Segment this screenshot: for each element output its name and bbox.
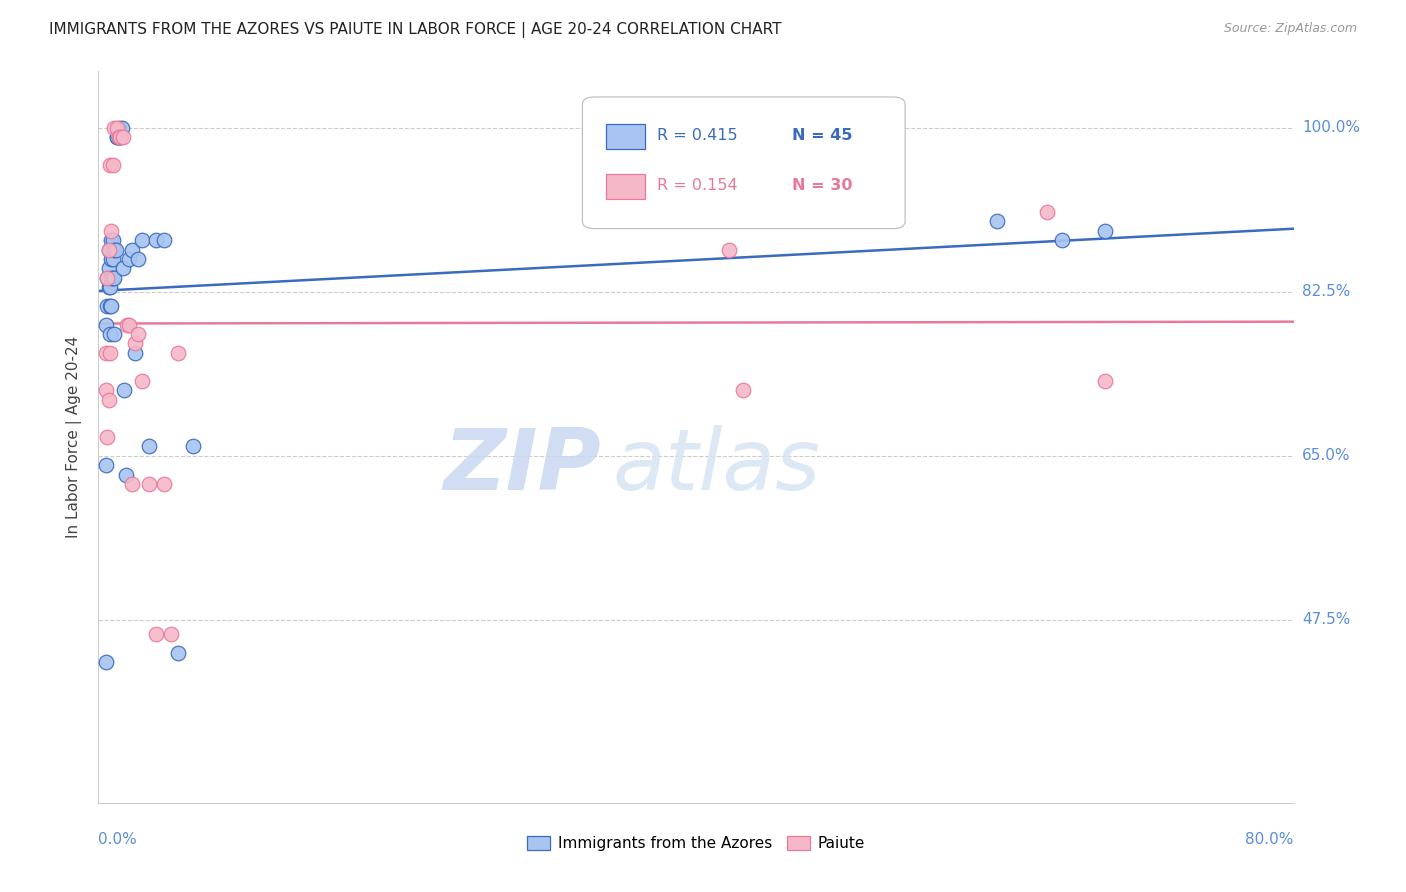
Point [152, 233, 174, 247]
Point [94, 655, 117, 669]
Text: atlas: atlas [613, 425, 820, 508]
Text: Source: ZipAtlas.com: Source: ZipAtlas.com [1223, 22, 1357, 36]
Point [167, 345, 190, 359]
Text: 82.5%: 82.5% [1302, 285, 1350, 299]
Point [108, 130, 131, 145]
Text: N = 30: N = 30 [792, 178, 852, 193]
Point [114, 383, 136, 397]
Point [103, 270, 125, 285]
Point [1094, 374, 1116, 388]
Point [97, 243, 120, 257]
Point [96, 270, 118, 285]
Point [131, 374, 153, 388]
Point [107, 130, 129, 145]
Point [181, 440, 204, 454]
Point [118, 318, 141, 332]
Point [100, 252, 122, 266]
Point [98, 299, 121, 313]
Point [98, 158, 121, 172]
Point [98, 326, 121, 341]
Point [121, 243, 143, 257]
Point [986, 214, 1008, 228]
Point [1094, 224, 1116, 238]
Point [145, 233, 167, 247]
Point [110, 120, 132, 135]
Point [105, 130, 128, 145]
Point [167, 646, 190, 660]
Point [107, 120, 129, 135]
Point [96, 270, 118, 285]
Text: 47.5%: 47.5% [1302, 613, 1350, 627]
Point [101, 252, 124, 266]
Point [118, 252, 141, 266]
Text: IMMIGRANTS FROM THE AZORES VS PAIUTE IN LABOR FORCE | AGE 20-24 CORRELATION CHAR: IMMIGRANTS FROM THE AZORES VS PAIUTE IN … [49, 22, 782, 38]
Text: 65.0%: 65.0% [1302, 449, 1350, 463]
Point [104, 243, 127, 257]
Legend: Immigrants from the Azores, Paiute: Immigrants from the Azores, Paiute [520, 830, 872, 857]
Point [112, 261, 135, 276]
Text: R = 0.154: R = 0.154 [657, 178, 737, 193]
Point [100, 224, 122, 238]
Point [115, 467, 138, 482]
Point [94, 345, 117, 359]
Point [103, 120, 125, 135]
Y-axis label: In Labor Force | Age 20-24: In Labor Force | Age 20-24 [66, 336, 83, 538]
Point [107, 130, 129, 145]
Point [97, 261, 120, 276]
Point [105, 130, 128, 145]
Point [127, 252, 149, 266]
Point [131, 233, 153, 247]
Point [108, 130, 131, 145]
Point [1036, 205, 1059, 219]
Point [160, 627, 183, 641]
Point [121, 477, 143, 491]
Text: ZIP: ZIP [443, 425, 600, 508]
Point [127, 326, 149, 341]
Point [117, 318, 139, 332]
Point [717, 243, 740, 257]
Point [101, 233, 124, 247]
Text: 100.0%: 100.0% [1302, 120, 1360, 135]
Point [101, 158, 124, 172]
Point [138, 477, 160, 491]
Point [94, 383, 117, 397]
Text: N = 45: N = 45 [792, 128, 852, 144]
Point [108, 130, 131, 145]
Point [105, 120, 128, 135]
Point [97, 392, 120, 407]
Point [100, 299, 122, 313]
Point [97, 243, 120, 257]
Text: 80.0%: 80.0% [1246, 832, 1294, 847]
Point [101, 270, 124, 285]
Point [96, 430, 118, 444]
Point [98, 280, 121, 294]
Point [100, 270, 122, 285]
Point [145, 627, 167, 641]
Point [98, 345, 121, 359]
Point [103, 326, 125, 341]
Point [97, 280, 120, 294]
Point [124, 345, 146, 359]
Point [138, 440, 160, 454]
Point [152, 477, 174, 491]
FancyBboxPatch shape [606, 174, 644, 199]
Point [1050, 233, 1073, 247]
Point [94, 458, 117, 473]
FancyBboxPatch shape [582, 97, 905, 228]
Point [731, 383, 754, 397]
FancyBboxPatch shape [606, 124, 644, 149]
Text: 0.0%: 0.0% [98, 832, 138, 847]
Point [100, 233, 122, 247]
Point [124, 336, 146, 351]
Point [112, 130, 135, 145]
Point [94, 318, 117, 332]
Text: R = 0.415: R = 0.415 [657, 128, 737, 144]
Point [103, 243, 125, 257]
Point [96, 299, 118, 313]
